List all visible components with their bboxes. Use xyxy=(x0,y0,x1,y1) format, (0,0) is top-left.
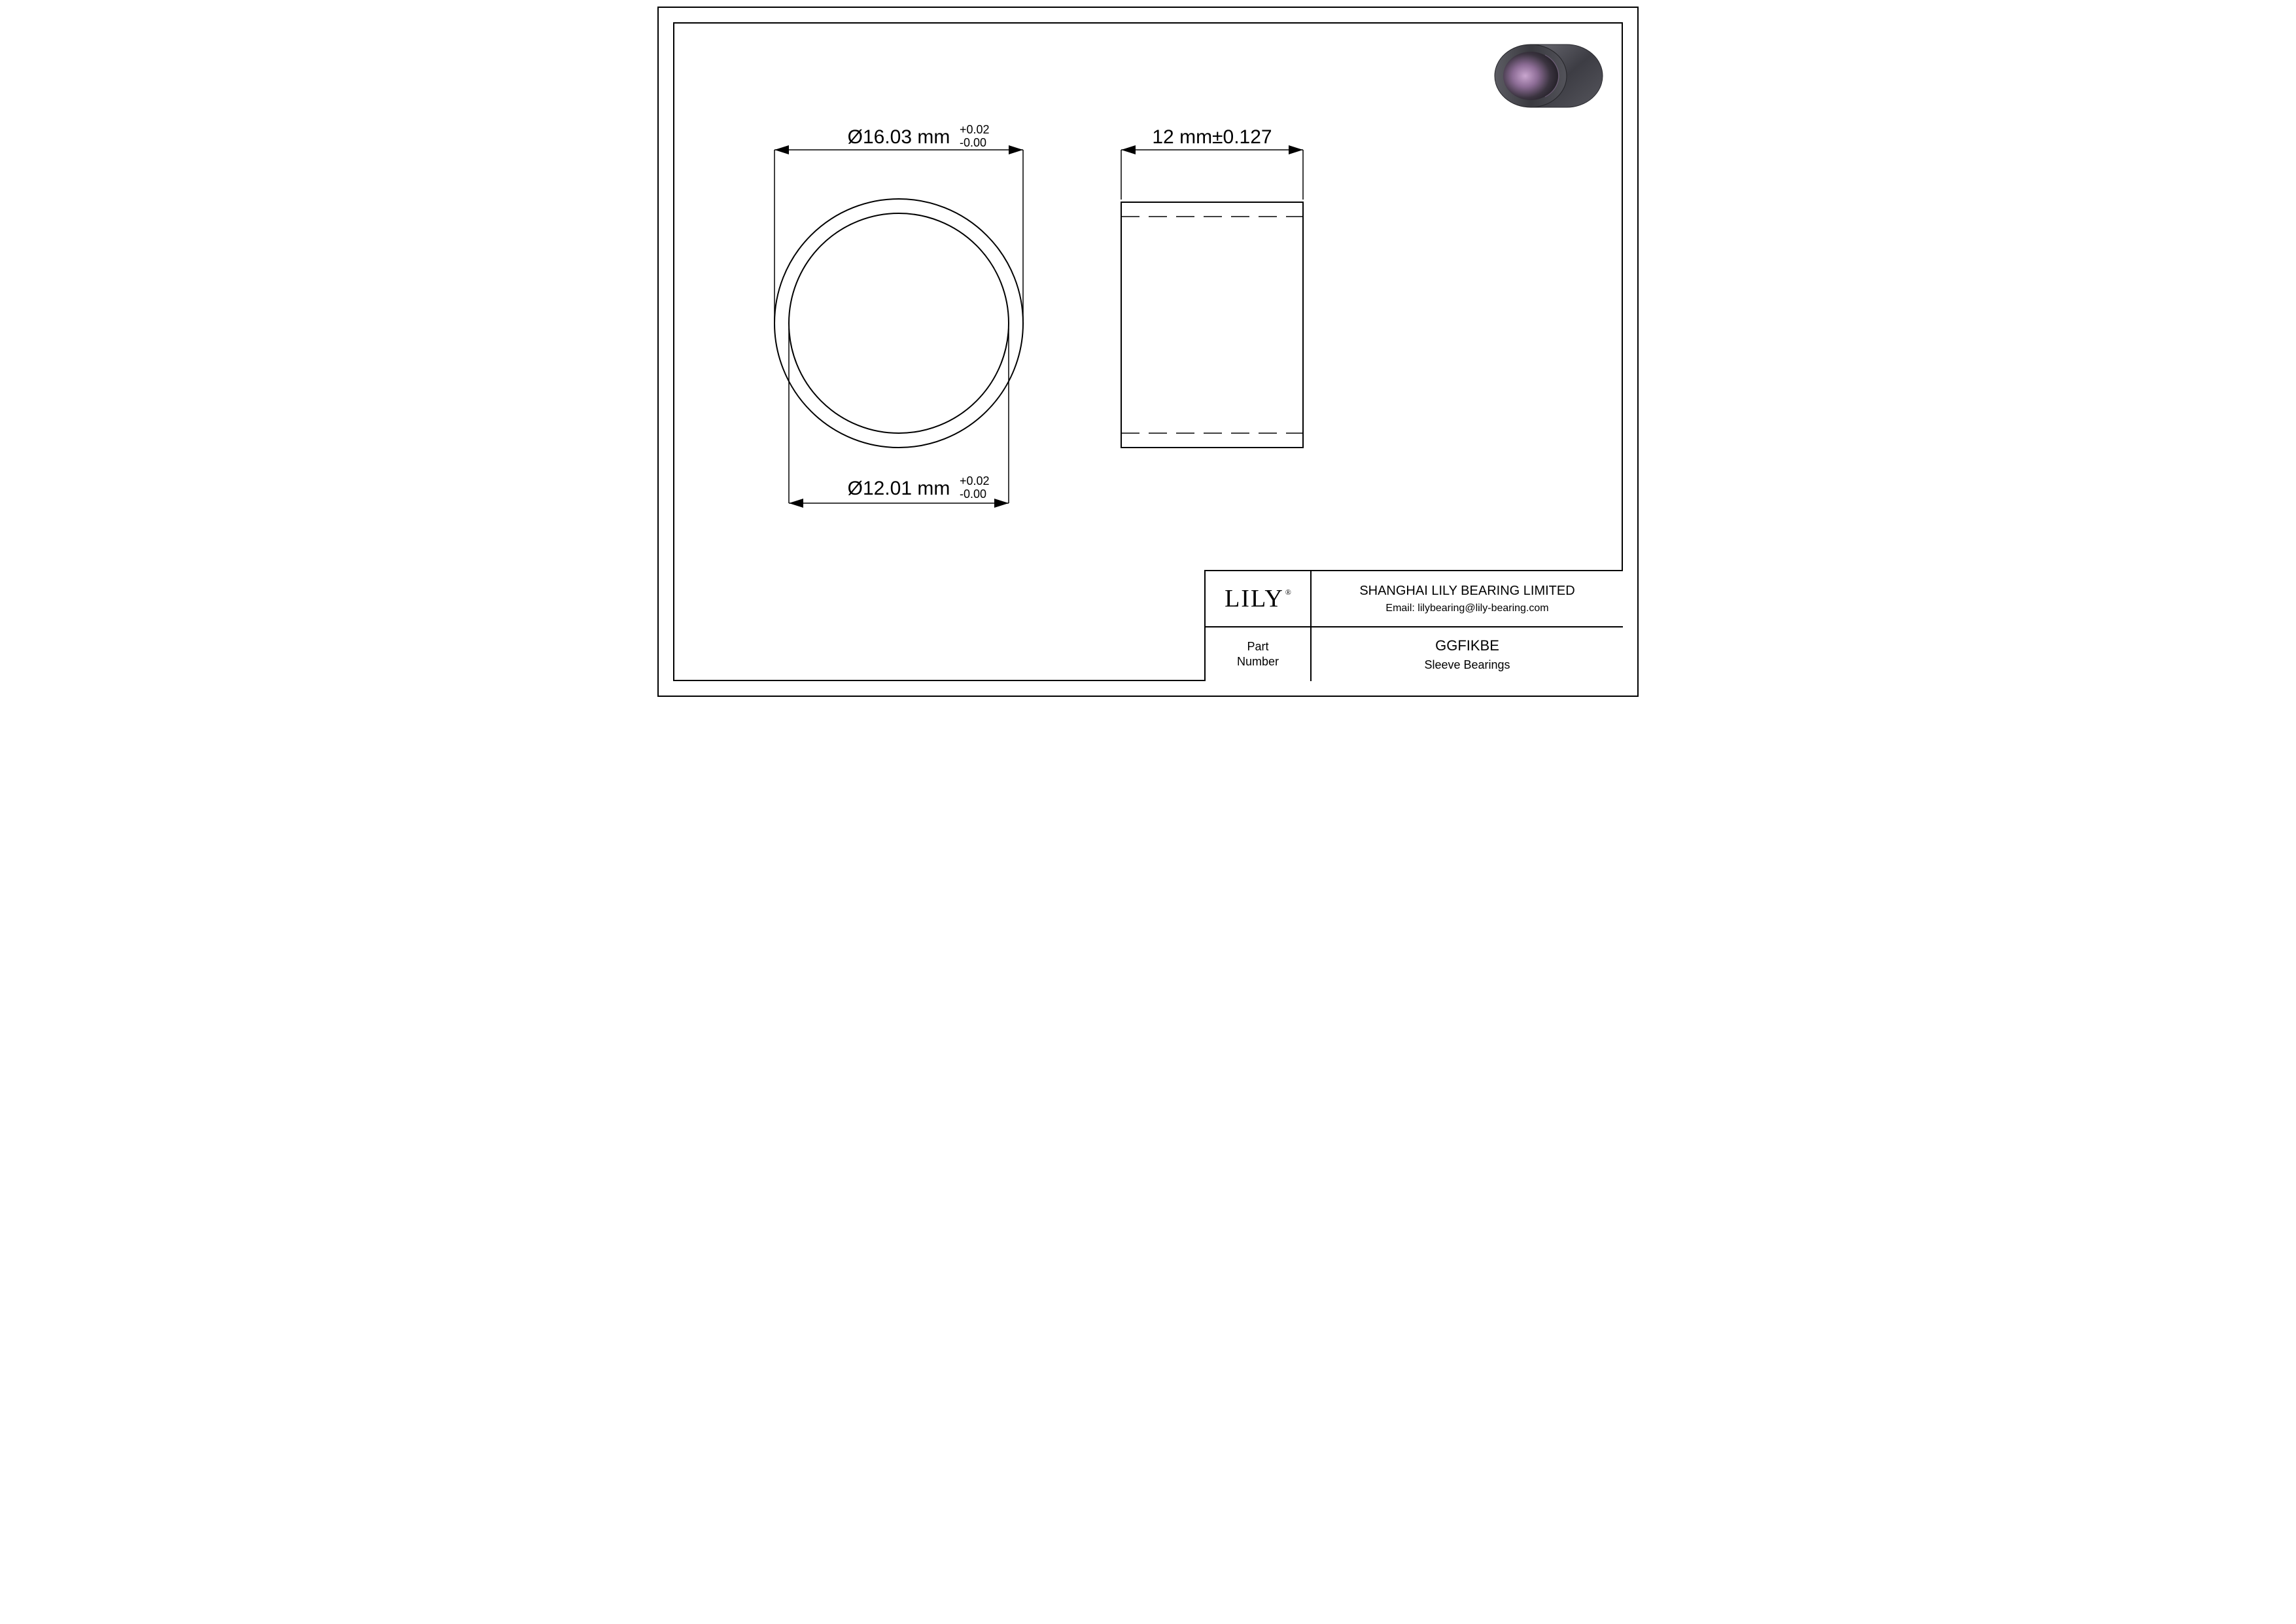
part-description: Sleeve Bearings xyxy=(1424,658,1510,672)
logo-cell: LILY® xyxy=(1206,571,1310,626)
logo-text: LILY® xyxy=(1225,584,1291,613)
dim-outer-dia-label: Ø16.03 mm xyxy=(848,126,950,148)
part-number-label-line2: Number xyxy=(1237,655,1279,668)
dim-length-label: 12 mm±0.127 xyxy=(1152,126,1272,148)
front-view xyxy=(774,199,1023,448)
part-number-label-cell: Part Number xyxy=(1206,626,1310,681)
part-number-value: GGFIKBE xyxy=(1435,637,1499,654)
dim-outer-diameter: Ø16.03 mm +0.02 -0.00 xyxy=(774,123,1023,321)
dim-inner-diameter: Ø12.01 mm +0.02 -0.00 xyxy=(789,328,1009,508)
title-block: LILY® SHANGHAI LILY BEARING LIMITED Emai… xyxy=(1204,570,1623,681)
part-number-label-line1: Part xyxy=(1247,640,1268,653)
part-number-cell: GGFIKBE Sleeve Bearings xyxy=(1310,626,1623,681)
logo-name: LILY xyxy=(1225,585,1284,612)
registered-mark-icon: ® xyxy=(1285,588,1293,597)
dim-inner-dia-tol-lower: -0.00 xyxy=(960,487,986,501)
dim-inner-dia-label: Ø12.01 mm xyxy=(848,478,950,499)
dim-length: 12 mm±0.127 xyxy=(1121,126,1303,200)
dim-outer-dia-tol-lower: -0.00 xyxy=(960,136,986,149)
company-cell: SHANGHAI LILY BEARING LIMITED Email: lil… xyxy=(1310,571,1623,626)
drawing-sheet: Ø16.03 mm +0.02 -0.00 Ø12.01 mm +0.02 -0… xyxy=(651,0,1645,703)
dim-outer-dia-tol-upper: +0.02 xyxy=(960,123,990,136)
side-view xyxy=(1121,202,1303,448)
company-email: Email: lilybearing@lily-bearing.com xyxy=(1385,603,1548,614)
company-name: SHANGHAI LILY BEARING LIMITED xyxy=(1359,584,1574,599)
dim-inner-dia-tol-upper: +0.02 xyxy=(960,474,990,487)
